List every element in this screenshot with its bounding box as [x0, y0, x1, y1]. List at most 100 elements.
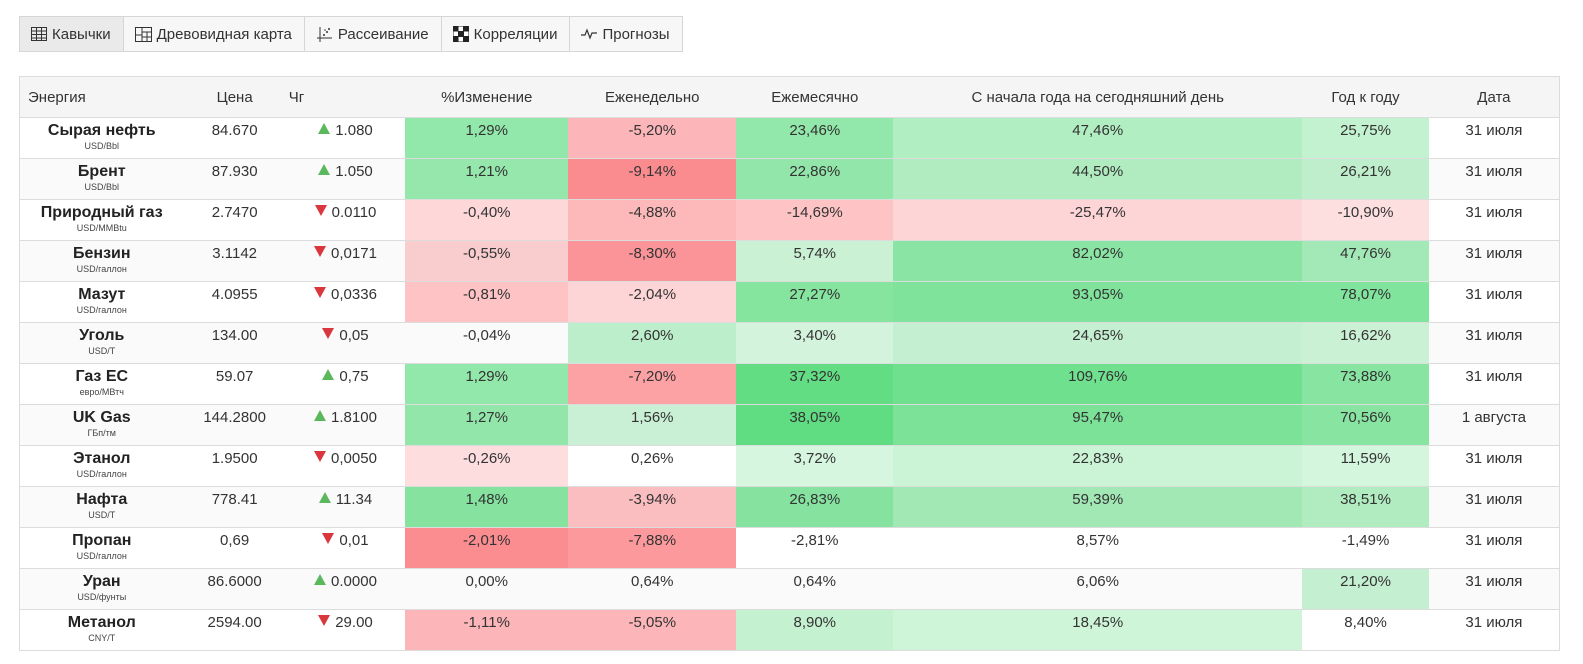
cell-pct: -0,55% — [405, 240, 569, 282]
cell-pct: -0,40% — [405, 199, 569, 241]
change-value: 1.8100 — [331, 409, 377, 426]
tab-scatter[interactable]: Рассеивание — [304, 17, 442, 51]
cell-monthly: 5,74% — [736, 240, 894, 282]
change-value: 0,75 — [339, 368, 369, 385]
cell-change: 0,0336 — [285, 281, 406, 323]
col-header-date[interactable]: Дата — [1428, 76, 1560, 118]
arrow-up-icon — [314, 410, 327, 421]
col-header-change[interactable]: Чг — [285, 76, 406, 118]
col-header-monthly[interactable]: Ежемесячно — [736, 76, 894, 118]
cell-yoy: 70,56% — [1302, 404, 1429, 446]
tab-table[interactable]: Кавычки — [20, 17, 124, 51]
cell-price: 87.930 — [183, 158, 286, 200]
col-header-yoy[interactable]: Год к году — [1302, 76, 1429, 118]
cell-yoy: 73,88% — [1302, 363, 1429, 405]
commodity-name[interactable]: Сырая нефть — [47, 122, 156, 139]
tab-forecast[interactable]: Прогнозы — [570, 17, 682, 51]
commodity-name[interactable]: Мазут — [78, 286, 126, 303]
commodity-unit: ГБп/тм — [87, 428, 116, 438]
cell-weekly: 2,60% — [568, 322, 737, 364]
cell-commodity[interactable]: UK Gas ГБп/тм — [18, 404, 184, 446]
table-row[interactable]: Пропан USD/галлон 0,69 0,01 -2,01% -7,88% -2,8… — [18, 527, 1560, 569]
cell-commodity[interactable]: Уголь USD/T — [18, 322, 184, 364]
cell-commodity[interactable]: Брент USD/Bbl — [18, 158, 184, 200]
commodity-unit: USD/T — [88, 510, 116, 520]
commodity-unit: евро/МВтч — [79, 387, 124, 397]
cell-commodity[interactable]: Бензин USD/галлон — [18, 240, 184, 282]
table-row[interactable]: Сырая нефть USD/Bbl 84.670 1.080 1,29% -5,20%… — [18, 117, 1560, 159]
arrow-down-icon — [314, 451, 327, 462]
change-value: 0,0050 — [331, 450, 377, 467]
col-header-price[interactable]: Цена — [183, 76, 286, 118]
commodity-name[interactable]: Природный газ — [40, 204, 163, 221]
cell-change: 0,0050 — [285, 445, 406, 487]
table-row[interactable]: Метанол CNY/T 2594.00 29.00 -1,11% -5,05% 8,90… — [18, 609, 1560, 651]
table-row[interactable]: Брент USD/Bbl 87.930 1.050 1,21% -9,14% 22,86%… — [18, 158, 1560, 200]
table-row[interactable]: Этанол USD/галлон 1.9500 0,0050 -0,26% 0,26% 3… — [18, 445, 1560, 487]
cell-commodity[interactable]: Сырая нефть USD/Bbl — [18, 117, 184, 159]
cell-commodity[interactable]: Этанол USD/галлон — [18, 445, 184, 487]
arrow-down-icon — [318, 615, 331, 626]
table-row[interactable]: Мазут USD/галлон 4.0955 0,0336 -0,81% -2,04% 2… — [18, 281, 1560, 323]
table-row[interactable]: Бензин USD/галлон 3.1142 0,0171 -0,55% -8,30%… — [18, 240, 1560, 282]
table-row[interactable]: Газ ЕС евро/МВтч 59.07 0,75 1,29% -7,20% 37,32… — [18, 363, 1560, 405]
commodity-name[interactable]: Метанол — [67, 614, 136, 631]
cell-commodity[interactable]: Газ ЕС евро/МВтч — [18, 363, 184, 405]
commodity-name[interactable]: Уголь — [79, 327, 125, 344]
arrow-up-icon — [318, 164, 331, 175]
cell-change: 0.0110 — [285, 199, 406, 241]
commodity-name[interactable]: Уран — [82, 573, 121, 590]
tab-label: Кавычки — [52, 25, 111, 43]
cell-date: 31 июля — [1428, 486, 1560, 528]
cell-change: 29.00 — [285, 609, 406, 651]
cell-commodity[interactable]: Природный газ USD/MMBtu — [18, 199, 184, 241]
table-row[interactable]: UK Gas ГБп/тм 144.2800 1.8100 1,27% 1,56% 38,0… — [18, 404, 1560, 446]
view-tabs: Кавычки Древовидная карта Рассеивание Корре… — [19, 16, 683, 52]
col-header-ytd[interactable]: С начала года на сегодняшний день — [893, 76, 1303, 118]
commodity-name[interactable]: UK Gas — [72, 409, 131, 426]
cell-change: 0,05 — [285, 322, 406, 364]
cell-change: 11.34 — [285, 486, 406, 528]
commodity-name[interactable]: Нафта — [76, 491, 128, 508]
cell-monthly: -14,69% — [736, 199, 894, 241]
cell-yoy: 47,76% — [1302, 240, 1429, 282]
change-value: 0,0171 — [331, 245, 377, 262]
cell-commodity[interactable]: Пропан USD/галлон — [18, 527, 184, 569]
cell-yoy: -10,90% — [1302, 199, 1429, 241]
cell-pct: 1,48% — [405, 486, 569, 528]
cell-monthly: 38,05% — [736, 404, 894, 446]
change-value: 1.050 — [335, 163, 373, 180]
cell-yoy: 25,75% — [1302, 117, 1429, 159]
cell-price: 778.41 — [183, 486, 286, 528]
commodity-name[interactable]: Бензин — [73, 245, 131, 262]
change-value: 0,01 — [339, 532, 369, 549]
treemap-icon — [134, 26, 157, 42]
cell-yoy: 38,51% — [1302, 486, 1429, 528]
table-row[interactable]: Нафта USD/T 778.41 11.34 1,48% -3,94% 26,83% 59… — [18, 486, 1560, 528]
cell-change: 1.8100 — [285, 404, 406, 446]
col-header-weekly[interactable]: Еженедельно — [568, 76, 737, 118]
cell-ytd: -25,47% — [893, 199, 1303, 241]
cell-ytd: 22,83% — [893, 445, 1303, 487]
tab-label: Корреляции — [473, 25, 558, 43]
table-row[interactable]: Природный газ USD/MMBtu 2.7470 0.0110 -0,40%… — [18, 199, 1560, 241]
cell-change: 0,0171 — [285, 240, 406, 282]
col-header-pct-change[interactable]: %Изменение — [405, 76, 569, 118]
cell-commodity[interactable]: Нафта USD/T — [18, 486, 184, 528]
cell-date: 31 июля — [1428, 568, 1560, 610]
cell-commodity[interactable]: Метанол CNY/T — [18, 609, 184, 651]
arrow-up-icon — [318, 123, 331, 134]
col-header-energy[interactable]: Энергия — [18, 76, 184, 118]
cell-commodity[interactable]: Мазут USD/галлон — [18, 281, 184, 323]
tab-treemap[interactable]: Древовидная карта — [123, 17, 305, 51]
cell-pct: 1,29% — [405, 363, 569, 405]
tab-correlation[interactable]: Корреляции — [441, 17, 571, 51]
commodity-name[interactable]: Газ ЕС — [75, 368, 129, 385]
change-value: 0,0336 — [331, 286, 377, 303]
cell-commodity[interactable]: Уран USD/фунты — [18, 568, 184, 610]
table-row[interactable]: Уран USD/фунты 86.6000 0.0000 0,00% 0,64% 0,64… — [18, 568, 1560, 610]
commodity-name[interactable]: Пропан — [72, 532, 132, 549]
commodity-name[interactable]: Этанол — [73, 450, 131, 467]
table-row[interactable]: Уголь USD/T 134.00 0,05 -0,04% 2,60% 3,40% 24,6… — [18, 322, 1560, 364]
commodity-name[interactable]: Брент — [77, 163, 126, 180]
